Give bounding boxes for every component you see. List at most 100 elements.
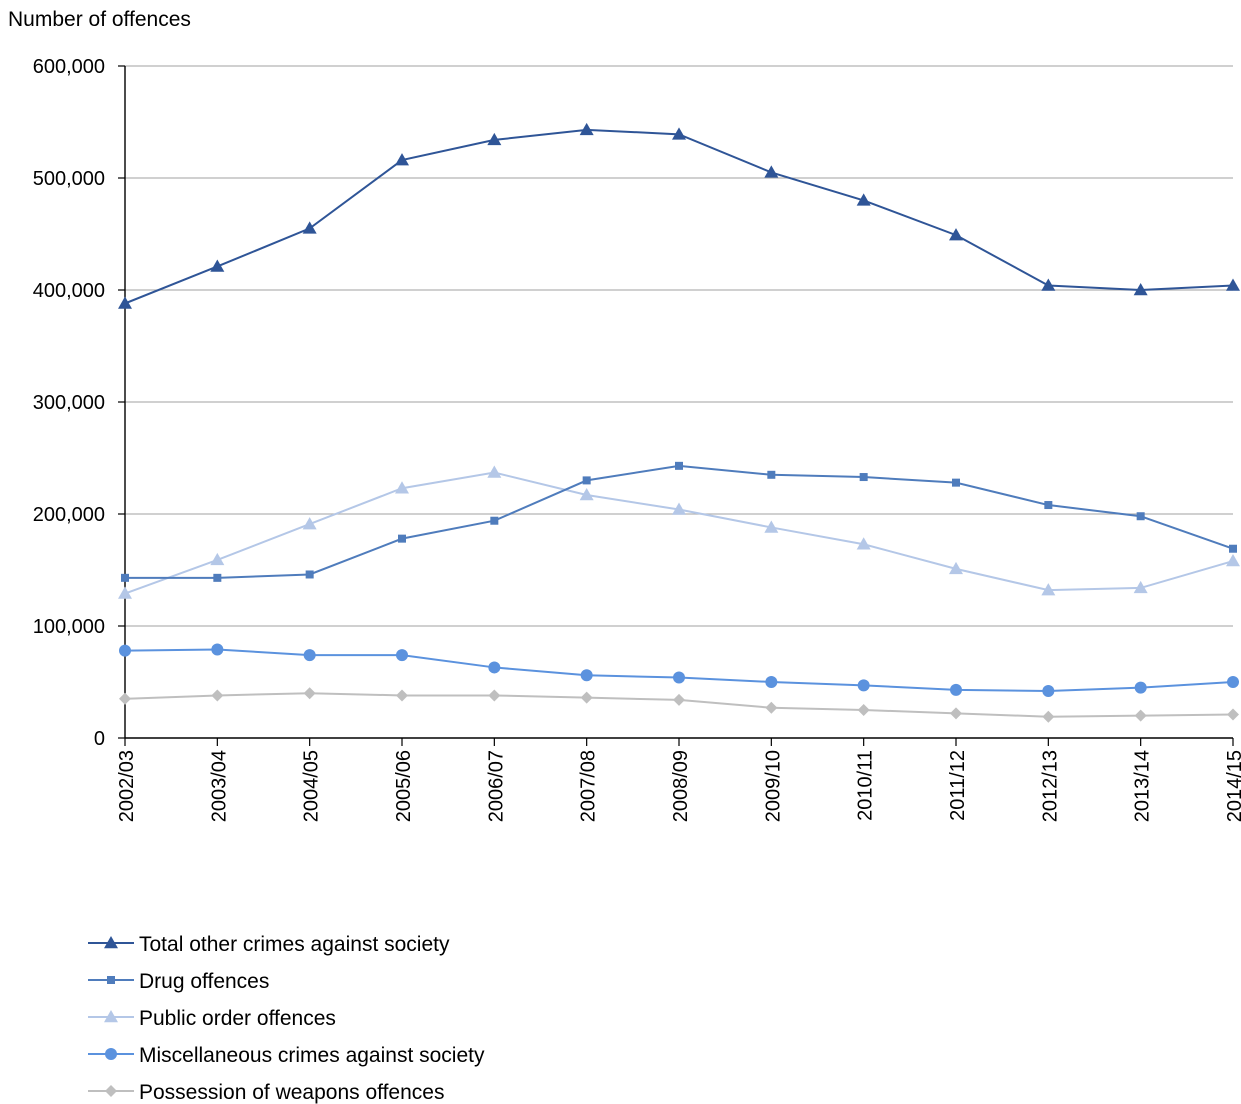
data-point: [118, 296, 132, 309]
data-point: [952, 478, 960, 487]
data-point: [302, 517, 317, 530]
data-point: [121, 573, 129, 582]
legend-label: Possession of weapons offences: [139, 1081, 444, 1104]
legend-item: Miscellaneous crimes against society: [88, 1044, 485, 1067]
series-0: [118, 122, 1240, 309]
data-point: [487, 465, 502, 478]
gridlines: [125, 65, 1233, 627]
data-point: [1134, 681, 1147, 694]
data-point: [1042, 710, 1055, 723]
data-point: [859, 473, 868, 482]
legend-label: Miscellaneous crimes against society: [139, 1044, 485, 1067]
data-point: [1042, 684, 1055, 697]
x-tick-label: 2014/15: [1224, 750, 1241, 822]
axes: 0 100,000 200,000 300,000 400,000 500,000 600,…: [33, 56, 1241, 822]
x-tick-label: 2003/04: [208, 750, 230, 822]
data-point: [1227, 708, 1239, 721]
data-point: [857, 679, 870, 692]
y-tick-label: 100,000: [33, 616, 105, 638]
data-point: [1133, 283, 1148, 296]
data-point: [1041, 278, 1056, 291]
data-point: [579, 122, 594, 136]
legend-marker: [105, 1048, 117, 1060]
data-point: [303, 687, 316, 700]
x-tick-label: 2005/06: [393, 750, 415, 822]
legend-label: Public order offences: [139, 1007, 336, 1030]
x-tick-label: 2012/13: [1039, 750, 1061, 822]
x-tick-label: 2008/09: [670, 750, 692, 822]
series-4: [119, 687, 1239, 723]
data-point: [396, 689, 408, 702]
data-point: [490, 516, 499, 525]
x-tick-label: 2011/12: [947, 750, 969, 821]
data-point: [764, 520, 779, 533]
data-point: [305, 570, 314, 579]
y-tick-label: 600,000: [33, 56, 105, 78]
legend-marker: [107, 976, 115, 984]
data-point: [302, 221, 317, 234]
data-point: [673, 671, 685, 684]
y-tick-label: 400,000: [33, 280, 105, 302]
y-axis-title: Number of offences: [8, 8, 191, 31]
y-tick-label: 300,000: [33, 392, 105, 414]
x-tick-label: 2007/08: [578, 750, 600, 822]
legend-item: Drug offences: [88, 970, 269, 993]
series-3: [119, 643, 1239, 697]
data-point: [764, 165, 779, 178]
data-point: [118, 586, 132, 599]
series-line: [124, 128, 1234, 305]
x-tick-label: 2010/11: [855, 750, 877, 821]
y-tick-label: 500,000: [33, 168, 105, 190]
data-point: [856, 193, 871, 206]
data-point: [1136, 512, 1145, 521]
data-point: [950, 683, 962, 696]
data-point: [1227, 676, 1239, 688]
data-point: [488, 689, 501, 702]
x-tick-label: 2006/07: [485, 750, 507, 822]
data-point: [672, 502, 686, 515]
data-point: [673, 693, 685, 706]
data-point: [211, 643, 224, 656]
data-point: [1134, 709, 1147, 722]
data-point: [672, 127, 686, 140]
legend-marker: [104, 936, 118, 949]
data-point: [949, 561, 963, 575]
data-point: [119, 692, 131, 705]
legend-item: Total other crimes against society: [88, 933, 450, 956]
data-point: [580, 691, 593, 704]
legend-marker: [104, 1010, 118, 1023]
x-tick-label: 2002/03: [116, 750, 138, 822]
data-point: [395, 481, 409, 494]
legend-label: Total other crimes against society: [139, 933, 450, 956]
data-point: [856, 537, 871, 550]
x-tick-label: 2013/14: [1132, 750, 1154, 822]
data-point: [398, 534, 406, 543]
series-lines: [118, 122, 1240, 723]
data-point: [396, 649, 408, 662]
data-point: [210, 552, 225, 566]
series-2: [118, 465, 1240, 599]
data-point: [767, 470, 776, 479]
data-point: [395, 153, 409, 166]
data-point: [857, 704, 870, 716]
data-point: [675, 461, 683, 470]
data-point: [765, 701, 778, 714]
y-tick-label: 200,000: [33, 504, 105, 526]
data-point: [1041, 583, 1056, 596]
legend-item: Possession of weapons offences: [88, 1081, 444, 1104]
legend-marker: [105, 1085, 117, 1097]
data-point: [950, 707, 962, 720]
series-line: [124, 648, 1234, 692]
data-point: [213, 573, 222, 582]
series-line: [125, 464, 1234, 579]
data-point: [1044, 501, 1053, 510]
data-point: [949, 228, 963, 241]
data-point: [119, 644, 131, 657]
legend-label: Drug offences: [139, 970, 269, 993]
legend: Total other crimes against society Drug o…: [88, 933, 485, 1104]
data-point: [1226, 278, 1240, 291]
data-point: [303, 649, 316, 662]
data-point: [1229, 544, 1237, 553]
x-tick-label: 2009/10: [762, 750, 784, 822]
